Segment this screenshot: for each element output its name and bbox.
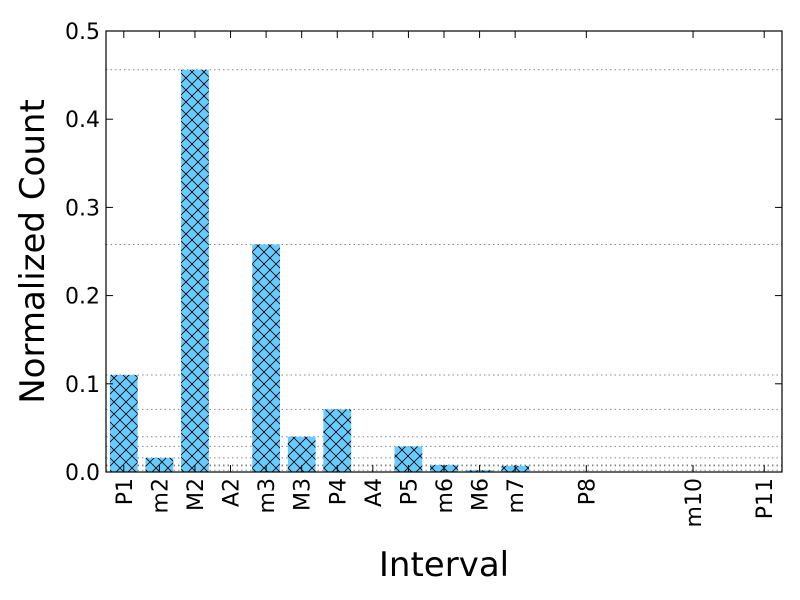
bar-hatch-m3 <box>252 244 280 472</box>
bar-hatch-P1 <box>109 374 138 472</box>
y-tick-label: 0.4 <box>65 108 100 133</box>
y-axis: 0.0 0.1 0.2 0.3 0.4 0.5 <box>65 20 782 486</box>
bars <box>109 69 530 473</box>
x-axis-title: Interval <box>379 545 509 585</box>
y-tick-label: 0.2 <box>65 285 100 310</box>
y-tick-label: 0.0 <box>65 461 100 486</box>
y-tick-label: 0.5 <box>65 20 100 45</box>
x-tick-label: M6 <box>469 478 494 511</box>
y-tick-label: 0.3 <box>65 196 100 221</box>
x-axis: P1 m2 M2 A2 m3 M3 P4 A4 P5 m6 M6 m7 P8 m10 P11 <box>113 31 778 527</box>
x-tick-label: m6 <box>433 478 458 513</box>
x-tick-label: m3 <box>255 478 280 513</box>
x-tick-label: m10 <box>682 478 707 527</box>
bar-hatch-P4 <box>323 409 352 472</box>
x-tick-label: m7 <box>504 478 529 513</box>
x-tick-label: A4 <box>362 478 387 507</box>
x-tick-label: P8 <box>575 478 600 505</box>
y-axis-title: Normalized Count <box>13 99 53 404</box>
bar-hatch-m2 <box>145 457 174 472</box>
x-tick-label: A2 <box>220 478 245 507</box>
bar-hatch-M2 <box>181 69 209 473</box>
x-tick-label: P1 <box>113 478 138 505</box>
x-tick-label: P5 <box>397 478 422 505</box>
x-tick-label: P11 <box>753 478 778 519</box>
x-tick-label: M3 <box>291 478 316 511</box>
y-tick-label: 0.1 <box>65 373 100 398</box>
x-tick-label: M2 <box>184 478 209 511</box>
x-tick-label: P4 <box>326 478 351 505</box>
x-tick-label: m2 <box>148 478 173 513</box>
